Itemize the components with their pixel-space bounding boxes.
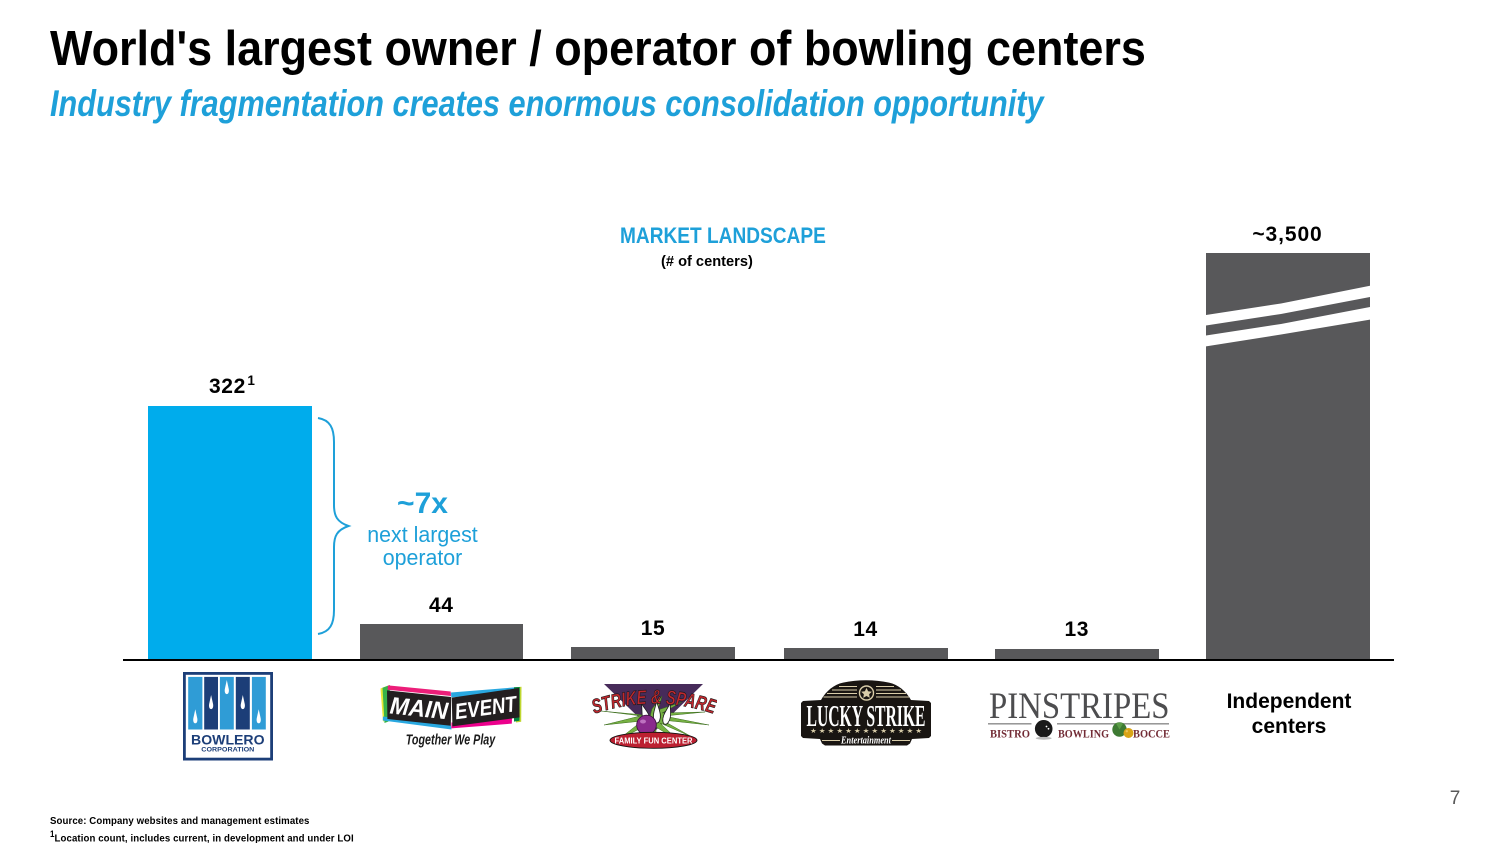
svg-text:BOWLING: BOWLING xyxy=(1058,728,1109,740)
svg-text:FAMILY FUN CENTER: FAMILY FUN CENTER xyxy=(615,735,694,745)
svg-text:BOWLERO: BOWLERO xyxy=(191,731,265,747)
svg-text:BISTRO: BISTRO xyxy=(990,728,1030,740)
svg-text:PINSTRIPES: PINSTRIPES xyxy=(989,690,1170,727)
svg-text:LUCKY STRIKE: LUCKY STRIKE xyxy=(807,698,926,733)
svg-text:Together We Play: Together We Play xyxy=(406,732,496,748)
svg-text:★ ★ ★ ★ ★ ★ ★ ★ ★ ★ ★ ★ ★: ★ ★ ★ ★ ★ ★ ★ ★ ★ ★ ★ ★ ★ xyxy=(810,728,922,735)
svg-text:MAIN: MAIN xyxy=(389,693,450,726)
svg-text:CORPORATION: CORPORATION xyxy=(201,746,254,753)
svg-text:BOCCE: BOCCE xyxy=(1133,728,1170,740)
svg-text:Entertainment: Entertainment xyxy=(840,736,892,747)
